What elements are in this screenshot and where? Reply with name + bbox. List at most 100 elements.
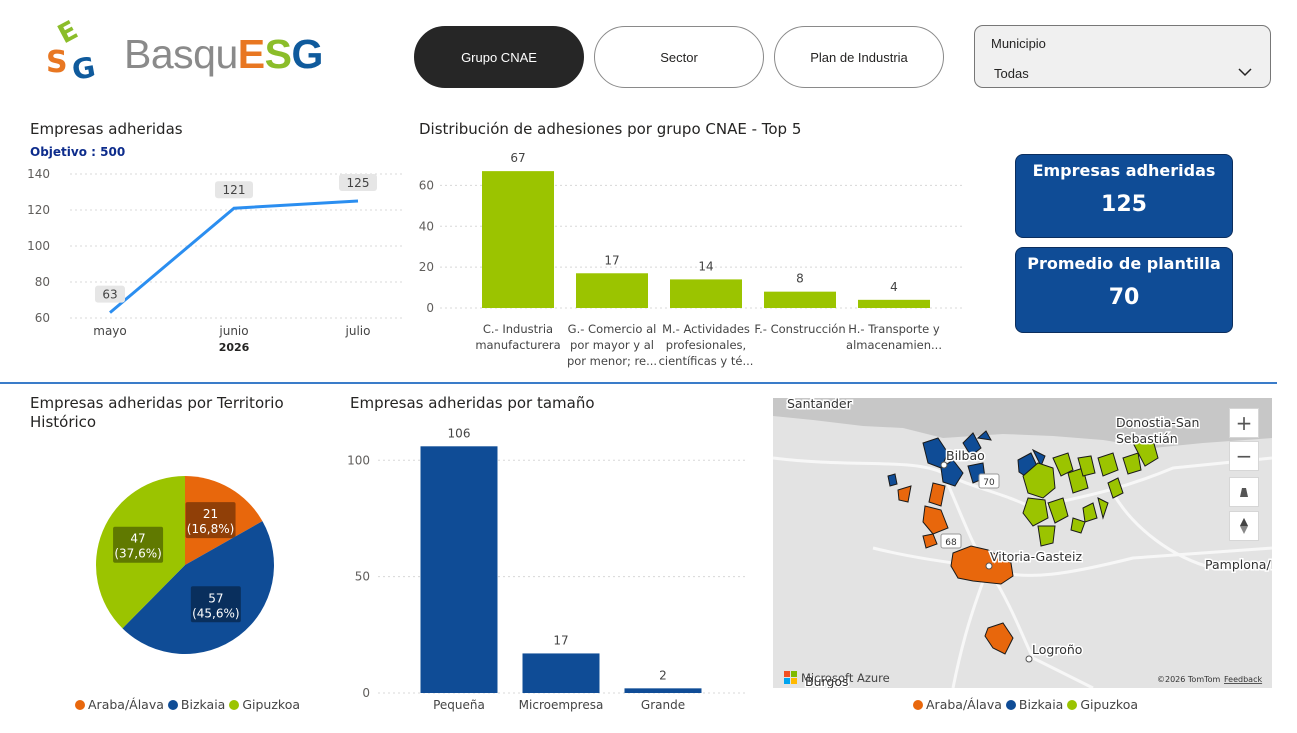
x-tick-label: F.- Construcción <box>754 322 845 336</box>
y-tick-label: 40 <box>419 219 434 233</box>
sea-area <box>773 398 1272 448</box>
microsoft-logo-icon <box>784 671 797 684</box>
y-tick-label: 80 <box>35 275 50 289</box>
chevron-down-icon[interactable] <box>1237 64 1253 80</box>
y-tick-label: 50 <box>355 570 370 584</box>
kpi-label: Empresas adheridas <box>1032 161 1216 180</box>
data-label-pct: (16,8%) <box>187 522 234 536</box>
map-label-donostia-2: Sebastián <box>1116 431 1178 446</box>
legend-dot <box>1005 699 1016 710</box>
map-canvas[interactable]: 70 68 Santander Donostia-San Sebastián B… <box>773 398 1272 688</box>
size-bar-chart: 0 50 100 106 Pequeña 17 Microempresa 2 Grande <box>347 426 745 712</box>
x-tick-label: H.- Transporte y <box>848 322 940 336</box>
y-tick-label: 0 <box>426 301 434 315</box>
legend-dot <box>75 699 85 710</box>
territory-map[interactable]: 70 68 Santander Donostia-San Sebastián B… <box>773 398 1272 688</box>
data-label-bg <box>215 181 253 199</box>
data-label-bg <box>113 526 164 563</box>
tab-plan-de-industria[interactable]: Plan de Industria <box>774 26 944 88</box>
legend-item-araba[interactable]: Araba/Álava <box>75 697 164 712</box>
legend-item-gipuzkoa[interactable]: Gipuzkoa <box>1067 697 1138 712</box>
legend-item-gipuzkoa[interactable]: Gipuzkoa <box>229 697 300 712</box>
x-tick-label: julio <box>345 324 371 338</box>
series-line <box>109 199 359 314</box>
data-label: 67 <box>510 151 525 165</box>
bar <box>624 688 702 693</box>
bar <box>482 171 554 308</box>
y-tick-label: 60 <box>35 311 50 325</box>
legend-item-bizkaia[interactable]: Bizkaia <box>167 697 225 712</box>
objective-label: Objetivo : 500 <box>30 145 126 159</box>
y-tick-label: 140 <box>27 167 50 181</box>
line-chart-title: Empresas adheridas <box>30 120 183 138</box>
map-feedback-link: Feedback <box>1224 675 1262 684</box>
data-label: 47 <box>130 532 145 546</box>
compass-button[interactable] <box>1229 511 1259 541</box>
map-label-bilbao: Bilbao <box>946 448 985 463</box>
brand-name: BasquESG <box>124 31 323 77</box>
tilt-button[interactable] <box>1229 477 1259 507</box>
svg-text:G: G <box>69 50 97 86</box>
x-tick-label: Pequeña <box>433 698 485 712</box>
legend-item-araba[interactable]: Araba/Álava <box>913 697 1002 712</box>
legend-dot <box>913 699 923 710</box>
compass-icon <box>1240 518 1248 534</box>
bar <box>576 273 648 308</box>
x-tick-label: M.- Actividades <box>662 322 750 336</box>
kpi-promedio-plantilla: Promedio de plantilla 70 <box>1015 247 1233 333</box>
data-label: 2 <box>659 668 667 682</box>
x-tick-label: mayo <box>93 324 127 338</box>
x-tick-label: profesionales, <box>666 338 746 352</box>
x-tick-label: almacenamien... <box>846 338 942 352</box>
data-label: 106 <box>448 426 471 440</box>
pie-chart-title: Empresas adheridas por Territorio Históri… <box>30 394 284 431</box>
cnae-bar-chart: 0 20 40 60 67 C.- Industria manufacturera 17 G.-… <box>419 151 965 368</box>
municipio-slicer[interactable]: Municipio Todas <box>974 25 1271 88</box>
map-copyright: ©2026 TomTom <box>1157 675 1221 684</box>
data-label-pct: (37,6%) <box>114 547 161 561</box>
x-tick-label: científicas y té... <box>659 354 754 368</box>
data-label-pct: (45,6%) <box>192 606 239 620</box>
y-tick-label: 120 <box>27 203 50 217</box>
road-shield-68 <box>940 533 962 549</box>
legend-dot <box>167 699 178 710</box>
map-label-vitoria: Vitoria-Gasteiz <box>990 549 1082 564</box>
data-label-bg <box>95 285 125 303</box>
tab-sector[interactable]: Sector <box>594 26 764 88</box>
slicer-label: Municipio <box>991 36 1046 51</box>
size-chart-title: Empresas adheridas por tamaño <box>350 394 595 412</box>
y-tick-label: 0 <box>362 686 370 700</box>
x-tick-label: G.- Comercio al <box>568 322 657 336</box>
map-label-burgos: Burgos <box>805 674 849 688</box>
map-label-santander: Santander <box>787 398 853 411</box>
data-label-bg <box>190 586 241 623</box>
bar <box>420 446 498 693</box>
y-tick-label: 100 <box>347 453 370 467</box>
data-label-bg <box>185 502 236 539</box>
tab-grupo-cnae[interactable]: Grupo CNAE <box>414 26 584 88</box>
tilt-icon <box>1240 488 1248 497</box>
kpi-value: 70 <box>1108 285 1140 310</box>
territory-pie-chart: 21(16,8%) 57(45,6%) 47(37,6%) <box>96 476 274 654</box>
zoom-in-button[interactable]: + <box>1229 408 1259 438</box>
data-label: 4 <box>890 280 898 294</box>
svg-text:68: 68 <box>945 538 957 548</box>
svg-text:70: 70 <box>983 478 995 488</box>
data-label: 17 <box>604 253 619 267</box>
x-tick-label: C.- Industria <box>483 322 553 336</box>
bar <box>764 291 836 308</box>
data-label: 14 <box>698 259 713 273</box>
zoom-out-button[interactable]: − <box>1229 441 1259 471</box>
x-tick-label: Grande <box>641 698 685 712</box>
x-axis-label: 2026 <box>219 341 250 354</box>
y-tick-label: 20 <box>419 260 434 274</box>
bar <box>858 299 930 308</box>
x-tick-label: junio <box>218 324 248 338</box>
x-tick-label: manufacturera <box>475 338 560 352</box>
map-label-donostia: Donostia-San <box>1116 415 1199 430</box>
legend-item-bizkaia[interactable]: Bizkaia <box>1005 697 1063 712</box>
map-label-logrono: Logroño <box>1032 642 1082 657</box>
slicer-value: Todas <box>994 66 1029 81</box>
data-label-bg <box>339 174 377 191</box>
bar <box>670 279 742 308</box>
